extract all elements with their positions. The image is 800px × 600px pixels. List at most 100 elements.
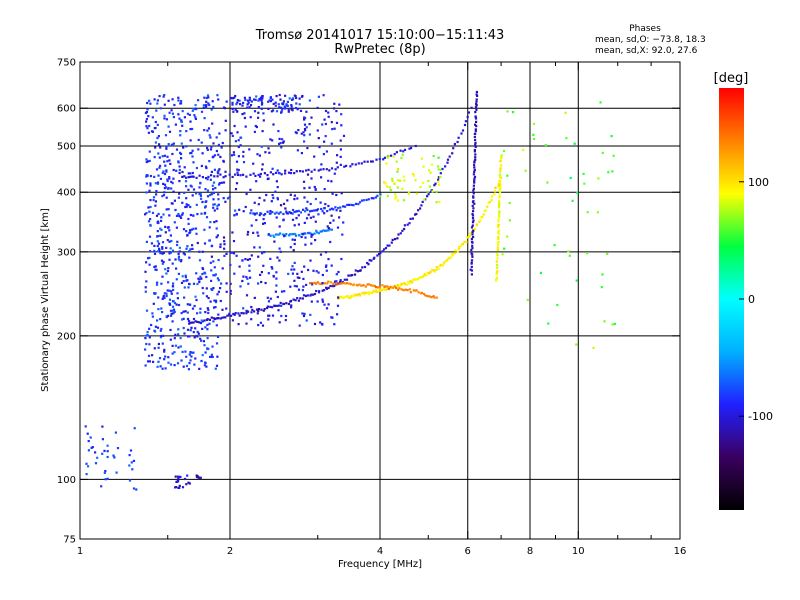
echo-point xyxy=(246,233,249,236)
echo-point xyxy=(213,317,217,321)
echo-point xyxy=(204,272,207,275)
echo-point xyxy=(336,283,339,286)
echo-point xyxy=(180,312,183,315)
echo-point xyxy=(300,270,303,273)
echo-point xyxy=(217,258,220,262)
echo-point xyxy=(474,227,477,230)
echo-point xyxy=(267,147,270,150)
echo-point xyxy=(181,110,184,113)
echo-point xyxy=(181,275,184,278)
echo-point xyxy=(229,263,232,267)
echo-point xyxy=(268,99,271,102)
echo-point xyxy=(472,195,475,198)
echo-point xyxy=(599,101,602,104)
echo-point xyxy=(205,275,208,279)
echo-point xyxy=(255,219,258,222)
echo-point xyxy=(413,278,416,281)
echo-point xyxy=(163,103,166,106)
phase-stats-x: mean, sd,X: 92.0, 27.6 xyxy=(595,46,698,56)
echo-point xyxy=(472,229,475,232)
echo-point xyxy=(249,212,252,215)
echo-point xyxy=(478,220,481,223)
echo-point xyxy=(403,224,406,227)
echo-point xyxy=(269,257,272,260)
echo-point xyxy=(327,258,330,261)
echo-point xyxy=(207,347,210,350)
echo-point xyxy=(576,191,579,194)
echo-point xyxy=(178,180,181,183)
y-tick-label: 750 xyxy=(57,58,76,69)
echo-point xyxy=(475,108,478,111)
echo-point xyxy=(404,288,407,291)
echo-point xyxy=(278,247,281,250)
echo-point xyxy=(213,168,216,171)
echo-point xyxy=(307,168,310,171)
echo-point xyxy=(233,313,236,316)
echo-point xyxy=(274,104,277,107)
echo-point xyxy=(159,252,162,255)
echo-point xyxy=(391,238,394,241)
echo-point xyxy=(439,168,442,171)
echo-point xyxy=(496,276,499,279)
echo-point xyxy=(285,233,288,236)
echo-point xyxy=(175,303,178,306)
echo-point xyxy=(103,449,106,452)
echo-point xyxy=(310,170,313,173)
echo-point xyxy=(214,301,218,304)
echo-point xyxy=(166,178,169,181)
echo-point xyxy=(208,134,211,137)
echo-point xyxy=(158,143,161,146)
echo-point xyxy=(260,145,263,148)
echo-point xyxy=(163,348,166,351)
echo-point xyxy=(498,212,501,215)
echo-point xyxy=(299,297,302,300)
echo-point xyxy=(158,249,161,252)
echo-point xyxy=(189,329,192,332)
echo-point xyxy=(360,199,364,202)
echo-point xyxy=(163,191,166,194)
echo-point xyxy=(157,308,160,311)
echo-point xyxy=(144,270,147,273)
chart-title: Tromsø 20141017 15:10:00−15:11:43 xyxy=(255,28,505,43)
echo-point xyxy=(215,342,219,345)
echo-point xyxy=(203,344,206,347)
echo-point xyxy=(212,320,215,323)
echo-point xyxy=(472,189,475,192)
echo-point xyxy=(358,294,361,297)
echo-point xyxy=(471,230,474,233)
echo-point xyxy=(285,103,288,106)
echo-point xyxy=(390,154,393,157)
echo-point xyxy=(282,141,285,144)
echo-point xyxy=(499,191,502,194)
echo-point xyxy=(304,236,307,239)
echo-point xyxy=(498,205,501,208)
echo-point xyxy=(213,203,216,206)
echo-point xyxy=(474,143,477,146)
echo-point xyxy=(310,116,313,119)
echo-point xyxy=(267,314,270,317)
echo-point xyxy=(294,95,297,98)
echo-point xyxy=(200,277,203,280)
echo-point xyxy=(356,270,359,273)
echo-point xyxy=(183,332,186,335)
echo-point xyxy=(592,346,595,349)
echo-point xyxy=(553,244,556,247)
echo-point xyxy=(421,276,424,279)
echo-point xyxy=(181,318,184,321)
echo-point xyxy=(172,177,175,180)
echo-point xyxy=(261,97,264,100)
echo-point xyxy=(296,197,299,200)
echo-point xyxy=(217,169,220,172)
echo-point xyxy=(439,172,442,175)
echo-point xyxy=(184,180,188,183)
echo-point xyxy=(153,265,156,268)
echo-point xyxy=(179,134,182,137)
echo-point xyxy=(217,153,220,156)
echo-point xyxy=(171,112,174,115)
echo-point xyxy=(318,146,321,149)
echo-point xyxy=(275,211,278,214)
echo-point xyxy=(210,245,213,248)
echo-point xyxy=(272,234,275,237)
echo-point xyxy=(338,103,341,106)
echo-point xyxy=(188,362,191,365)
